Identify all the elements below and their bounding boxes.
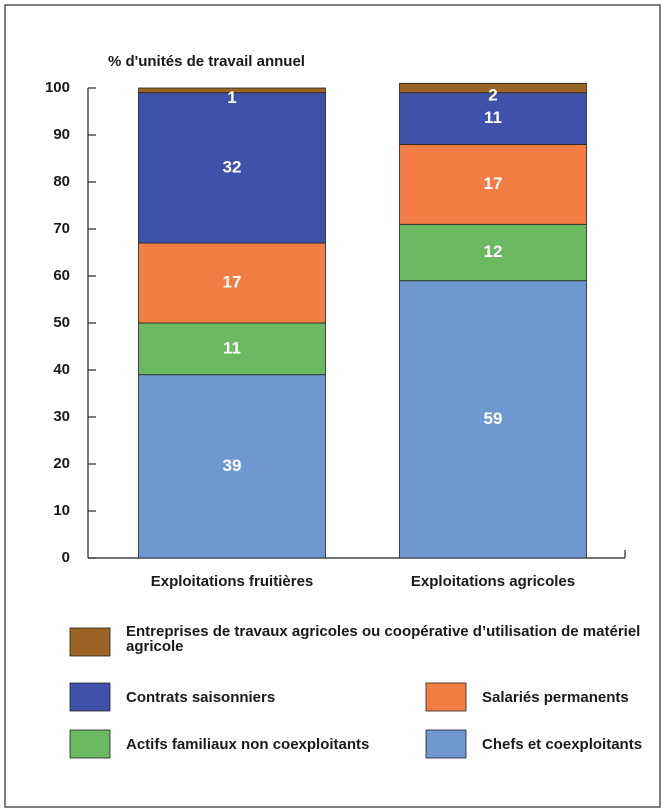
legend-label: Salariés permanents bbox=[482, 689, 629, 706]
y-tick-label: 10 bbox=[53, 502, 70, 519]
data-label: 32 bbox=[223, 157, 242, 176]
bar-segment bbox=[399, 82, 587, 94]
data-label: 11 bbox=[484, 108, 502, 127]
legend-label-box: Entreprises de travaux agricoles ou coop… bbox=[126, 624, 641, 655]
legend-swatch bbox=[425, 682, 467, 712]
y-axis-label: % d'unités de travail annuel bbox=[108, 53, 305, 70]
y-tick-label: 100 bbox=[45, 79, 70, 96]
data-label: 17 bbox=[484, 174, 503, 193]
legend-swatch bbox=[69, 729, 111, 759]
legend-label: Chefs et coexploitants bbox=[482, 736, 642, 753]
y-tick-label: 40 bbox=[53, 361, 70, 378]
data-label: 2 bbox=[488, 85, 497, 104]
y-tick-label: 60 bbox=[53, 267, 70, 284]
bar-segment bbox=[138, 87, 326, 94]
legend-swatch bbox=[425, 729, 467, 759]
legend-label: Actifs familiaux non coexploitants bbox=[126, 736, 369, 753]
data-label: 17 bbox=[223, 273, 242, 292]
bar-segment bbox=[399, 223, 587, 282]
y-tick-label: 30 bbox=[53, 408, 70, 425]
data-label: 12 bbox=[484, 242, 503, 261]
legend-label: Entreprises de travaux agricoles ou coop… bbox=[126, 624, 641, 655]
frame bbox=[4, 4, 661, 808]
x-tick-label: Exploitations agricoles bbox=[411, 573, 575, 590]
y-tick-label: 20 bbox=[53, 455, 70, 472]
y-tick-label: 50 bbox=[53, 314, 70, 331]
y-tick-label: 90 bbox=[53, 126, 70, 143]
data-label: 39 bbox=[223, 456, 242, 475]
bar-segment bbox=[138, 242, 326, 324]
bar-segment bbox=[399, 280, 587, 559]
data-label: 59 bbox=[484, 409, 503, 428]
legend-swatch bbox=[69, 627, 111, 657]
bar-segment bbox=[138, 374, 326, 559]
y-tick-label: 80 bbox=[53, 173, 70, 190]
legend-swatch bbox=[69, 682, 111, 712]
data-label: 1 bbox=[227, 88, 236, 107]
x-tick-label: Exploitations fruitières bbox=[151, 573, 314, 590]
bar-segment bbox=[399, 92, 587, 145]
y-tick-label: 70 bbox=[53, 220, 70, 237]
bar-segment bbox=[138, 92, 326, 244]
data-label: 11 bbox=[223, 338, 241, 357]
bar-segment bbox=[138, 322, 326, 376]
legend-label: Contrats saisonniers bbox=[126, 689, 275, 706]
y-tick-label: 0 bbox=[62, 549, 70, 566]
